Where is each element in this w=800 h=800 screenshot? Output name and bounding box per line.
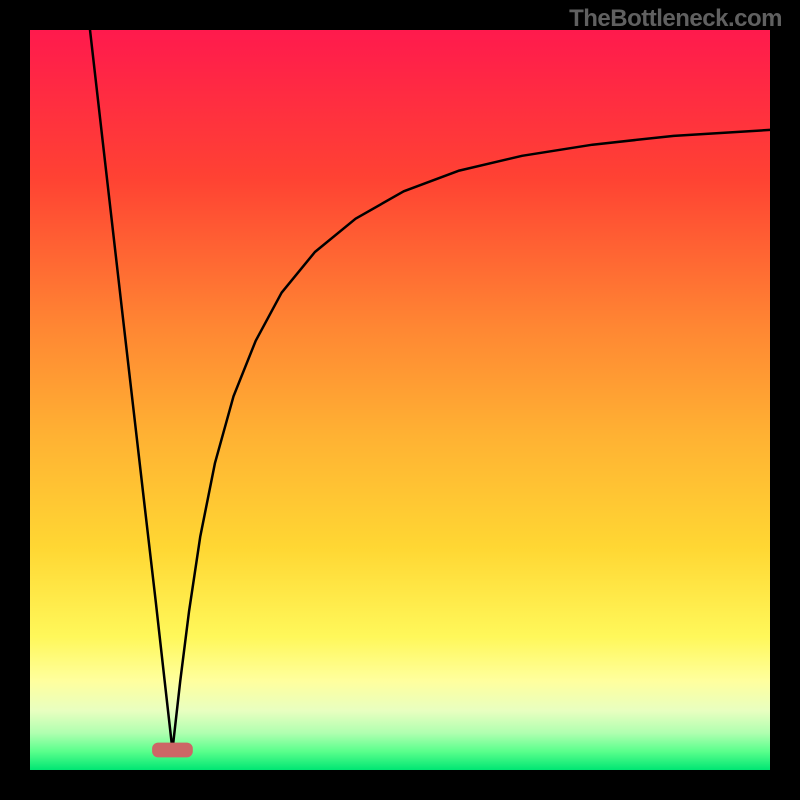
trough-marker <box>152 743 193 758</box>
chart-svg <box>0 0 800 800</box>
attribution-label: TheBottleneck.com <box>569 5 782 33</box>
bottleneck-chart: TheBottleneck.com <box>0 0 800 800</box>
plot-background <box>30 30 770 770</box>
